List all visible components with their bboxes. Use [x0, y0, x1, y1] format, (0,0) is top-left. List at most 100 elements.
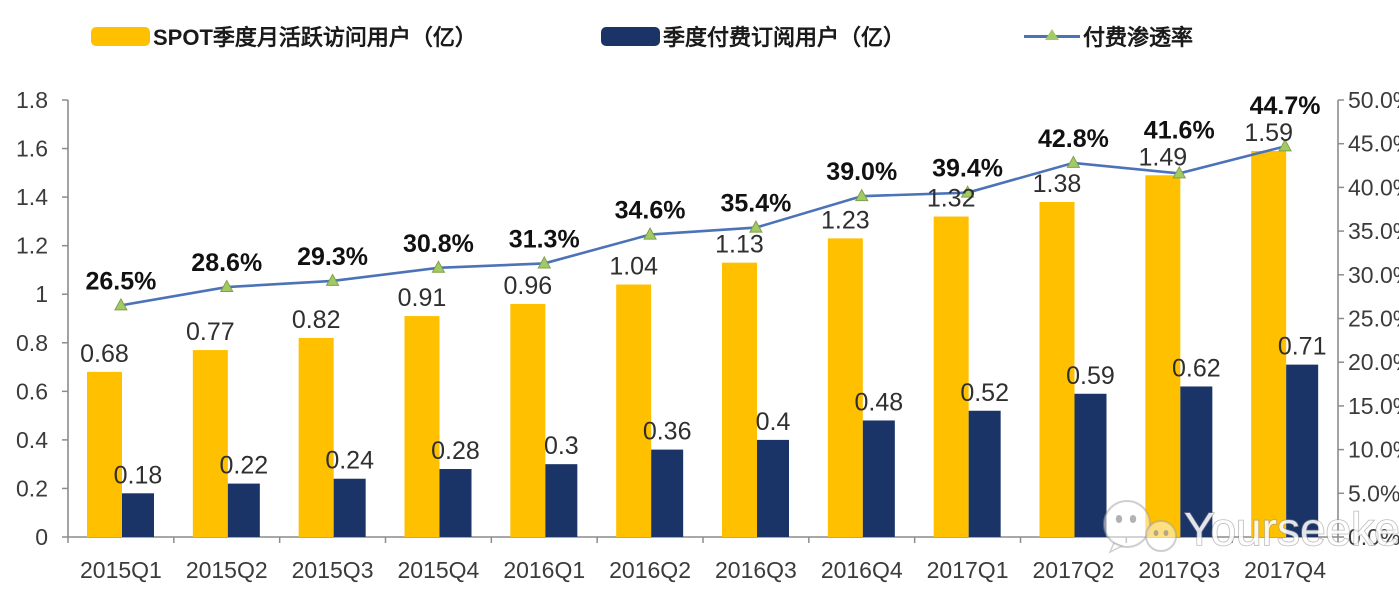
bar-subs-2016Q1	[545, 464, 578, 537]
bar-subs-2017Q1	[968, 410, 1001, 537]
legend-line-marker	[1024, 25, 1080, 47]
right-tick-label: 15.0%	[1348, 393, 1399, 419]
bar-subs-2016Q2	[651, 449, 684, 537]
subs-value-label: 0.24	[325, 447, 374, 475]
bar-mau-2016Q2	[616, 284, 652, 537]
subs-value-label: 0.3	[544, 432, 579, 460]
pct-value-label: 30.8%	[403, 230, 474, 258]
bar-subs-2015Q1	[122, 493, 154, 537]
mau-value-label: 0.68	[80, 340, 129, 368]
right-tick-label: 35.0%	[1348, 218, 1399, 244]
right-tick-label: 0.0%	[1348, 524, 1399, 550]
legend-swatch-subscribers	[601, 26, 660, 46]
left-tick-label: 0.8	[16, 330, 48, 356]
bar-mau-2016Q1	[510, 303, 546, 537]
x-tick-label: 2015Q3	[292, 557, 374, 583]
mau-value-label: 0.96	[503, 272, 552, 300]
pct-value-label: 28.6%	[191, 249, 262, 277]
left-tick-label: 0	[35, 524, 48, 550]
subs-value-label: 0.48	[854, 388, 903, 416]
subs-value-label: 0.59	[1066, 362, 1115, 390]
pct-value-label: 39.0%	[826, 158, 897, 186]
left-tick-label: 0.4	[16, 427, 48, 453]
subs-value-label: 0.4	[756, 408, 791, 436]
triangle-marker-icon	[114, 297, 128, 311]
x-tick-label: 2016Q3	[715, 557, 797, 583]
right-tick-label: 25.0%	[1348, 306, 1399, 332]
triangle-marker-icon	[643, 227, 657, 240]
bar-mau-2017Q3	[1145, 175, 1181, 537]
bar-mau-2017Q4	[1251, 150, 1287, 537]
left-tick-label: 1.2	[16, 233, 48, 259]
triangle-marker-icon	[1066, 155, 1081, 168]
mau-value-label: 1.38	[1033, 170, 1082, 198]
pct-value-label: 35.4%	[720, 190, 791, 218]
right-tick-label: 40.0%	[1348, 174, 1399, 200]
wechat-icon	[1103, 500, 1151, 548]
legend-item-subscribers: 季度付费订阅用户（亿）	[601, 20, 905, 52]
bar-subs-2015Q3	[333, 478, 366, 537]
triangle-marker-icon	[1045, 29, 1059, 40]
mau-value-label: 0.82	[292, 306, 341, 334]
mau-value-label: 1.32	[927, 185, 976, 213]
left-tick-label: 1.8	[16, 87, 48, 113]
right-tick-label: 5.0%	[1348, 480, 1399, 506]
pct-value-label: 26.5%	[85, 267, 156, 295]
x-tick-label: 2016Q2	[609, 557, 691, 583]
left-tick-label: 0.6	[16, 378, 48, 404]
mau-value-label: 0.77	[186, 318, 235, 346]
pct-value-label: 39.4%	[932, 155, 1003, 183]
triangle-marker-icon	[431, 260, 446, 273]
legend-swatch-mau	[91, 26, 150, 46]
right-tick-label: 45.0%	[1348, 131, 1399, 157]
right-tick-label: 10.0%	[1348, 437, 1399, 463]
left-tick-label: 0.2	[16, 475, 48, 501]
mau-value-label: 1.13	[715, 231, 764, 259]
mau-value-label: 1.59	[1244, 119, 1293, 147]
legend-label-penetration: 付费渗透率	[1083, 25, 1194, 50]
x-tick-label: 2015Q1	[80, 557, 162, 583]
bar-mau-2015Q2	[192, 350, 228, 537]
pct-value-label: 29.3%	[297, 243, 368, 271]
bar-subs-2015Q2	[227, 483, 260, 537]
triangle-marker-icon	[537, 255, 552, 269]
x-tick-label: 2015Q2	[186, 557, 268, 583]
legend-label-mau: SPOT季度月活跃访问用户（亿）	[153, 25, 477, 50]
x-tick-label: 2016Q4	[821, 557, 903, 583]
bar-mau-2016Q3	[722, 262, 757, 537]
bar-subs-2017Q3	[1180, 386, 1213, 537]
bar-mau-2016Q4	[827, 238, 863, 537]
triangle-marker-icon	[219, 279, 234, 293]
mau-value-label: 1.49	[1138, 143, 1187, 171]
bar-subs-2017Q4	[1286, 364, 1319, 537]
subs-value-label: 0.18	[114, 461, 163, 489]
x-tick-label: 2016Q1	[503, 557, 585, 583]
legend-item-mau: SPOT季度月活跃访问用户（亿）	[91, 20, 477, 52]
pct-value-label: 44.7%	[1250, 92, 1321, 120]
watermark: Yourseeker	[1103, 500, 1399, 556]
bar-mau-2015Q1	[87, 371, 122, 537]
bar-mau-2017Q2	[1039, 201, 1075, 537]
pct-value-label: 34.6%	[615, 197, 686, 225]
bar-subs-2016Q3	[757, 439, 789, 537]
x-tick-label: 2017Q2	[1032, 557, 1114, 583]
right-tick-label: 30.0%	[1348, 262, 1399, 288]
subs-value-label: 0.36	[643, 418, 692, 446]
left-tick-label: 1	[35, 281, 48, 307]
subs-value-label: 0.22	[219, 452, 268, 480]
pct-value-label: 31.3%	[509, 225, 580, 253]
subs-value-label: 0.62	[1172, 354, 1221, 382]
subs-value-label: 0.71	[1278, 333, 1327, 361]
x-tick-label: 2017Q3	[1138, 557, 1220, 583]
left-tick-label: 1.4	[16, 184, 48, 210]
triangle-marker-icon	[749, 220, 763, 233]
bar-subs-2015Q4	[439, 469, 472, 537]
mau-value-label: 1.04	[609, 253, 658, 281]
triangle-marker-icon	[1172, 165, 1187, 179]
triangle-marker-icon	[325, 273, 340, 286]
legend-label-subscribers: 季度付费订阅用户（亿）	[663, 25, 906, 50]
bar-subs-2016Q4	[862, 420, 895, 537]
bar-mau-2017Q1	[933, 216, 969, 538]
